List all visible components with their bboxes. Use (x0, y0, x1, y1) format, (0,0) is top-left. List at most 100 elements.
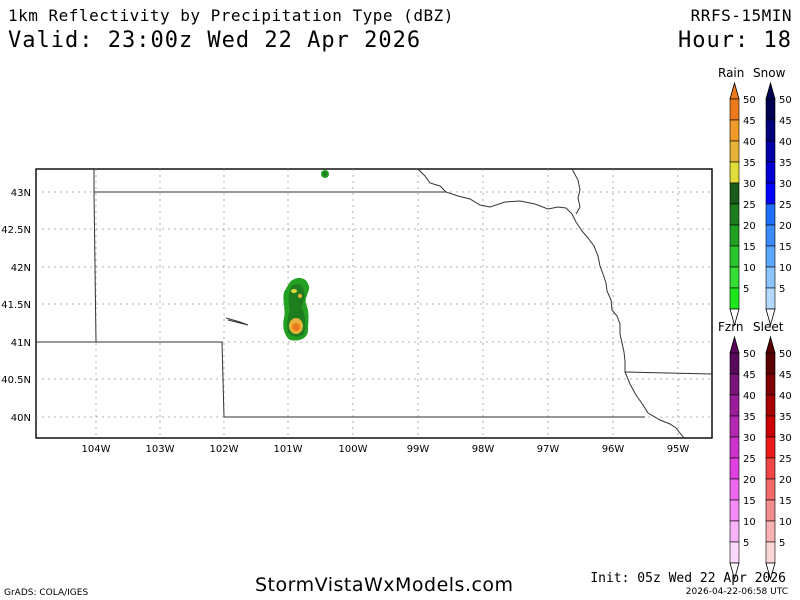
model-name: RRFS-15MIN (690, 6, 792, 25)
map-frame (35, 168, 713, 439)
rain-colorbar-swatch (729, 161, 740, 184)
snow-colorbar-swatch (765, 287, 776, 310)
lon-label: 103W (146, 444, 175, 455)
snow-colorbar-swatch (765, 161, 776, 184)
snow-colorbar-value: 30 (779, 179, 792, 190)
snow-colorbar-value: 40 (779, 137, 792, 148)
sleet-colorbar-value: 45 (779, 370, 792, 381)
fzrn-colorbar-swatch (729, 541, 740, 564)
forecast-hour: Hour: 18 (678, 28, 792, 53)
rain-colorbar-value: 50 (743, 95, 756, 106)
sleet-colorbar-value: 40 (779, 391, 792, 402)
lat-labels: 43N 42.5N 42N 41.5N 41N 40.5N 40N (1, 188, 31, 424)
rain-colorbar-bottom-arrow (729, 308, 740, 327)
snow-colorbar-value: 10 (779, 263, 792, 274)
precip-cells (283, 170, 329, 341)
lon-label: 96W (602, 444, 625, 455)
lat-label: 42.5N (1, 225, 31, 236)
lon-label: 97W (537, 444, 560, 455)
sleet-colorbar-value: 50 (779, 349, 792, 360)
sleet-legend-label: Sleet (753, 320, 784, 334)
sleet-colorbar-swatch (765, 457, 776, 480)
sleet-colorbar-swatch (765, 415, 776, 438)
fzrn-colorbar-swatch (729, 394, 740, 417)
fzrn-colorbar-swatch (729, 499, 740, 522)
rain-colorbar-value: 35 (743, 158, 756, 169)
lat-label: 40.5N (1, 375, 31, 386)
snow-colorbar-value: 15 (779, 242, 792, 253)
fzrn-colorbar-swatch (729, 373, 740, 396)
lat-label: 41N (11, 338, 31, 349)
rain-colorbar-value: 25 (743, 200, 756, 211)
sleet-colorbar: 50 45 40 35 30 25 20 15 10 5 (765, 335, 792, 581)
lon-label: 98W (472, 444, 495, 455)
fzrn-colorbar-swatch (729, 457, 740, 480)
sleet-colorbar-swatch (765, 352, 776, 375)
snow-legend-label: Snow (753, 66, 786, 80)
rain-colorbar-value: 40 (743, 137, 756, 148)
sleet-colorbar-value: 20 (779, 475, 792, 486)
snow-colorbar-value: 35 (779, 158, 792, 169)
snow-colorbar-swatch (765, 98, 776, 121)
valid-time: Valid: 23:00z Wed 22 Apr 2026 (8, 28, 422, 53)
rain-colorbar-value: 5 (743, 284, 749, 295)
rain-colorbar-swatch (729, 119, 740, 142)
sleet-colorbar-value: 35 (779, 412, 792, 423)
grads-credit: GrADS: COLA/IGES (4, 588, 89, 598)
snow-colorbar-swatch (765, 245, 776, 268)
lon-label: 100W (339, 444, 368, 455)
generated-timestamp: 2026-04-22-06:58 UTC (685, 587, 788, 597)
fzrn-colorbar-value: 25 (743, 454, 756, 465)
rain-colorbar-swatch (729, 245, 740, 268)
sleet-colorbar-value: 30 (779, 433, 792, 444)
snow-colorbar-swatch (765, 224, 776, 247)
rain-colorbar-value: 10 (743, 263, 756, 274)
lon-label: 102W (210, 444, 239, 455)
snow-colorbar-swatch (765, 203, 776, 226)
lat-label: 41.5N (1, 300, 31, 311)
snow-colorbar-swatch (765, 140, 776, 163)
lat-label: 40N (11, 413, 31, 424)
state-borders (36, 169, 713, 418)
snow-colorbar-swatch (765, 182, 776, 205)
snow-colorbar-top-arrow (765, 81, 776, 100)
snow-colorbar-value: 50 (779, 95, 792, 106)
rain-legend-label: Rain (718, 66, 744, 80)
sleet-colorbar-bottom-arrow (765, 562, 776, 581)
init-time: Init: 05z Wed 22 Apr 2026 (590, 571, 786, 586)
sleet-colorbar-value: 10 (779, 517, 792, 528)
snow-colorbar-swatch (765, 119, 776, 142)
rain-colorbar-top-arrow (729, 81, 740, 100)
lon-label: 99W (407, 444, 430, 455)
fzrn-colorbar-swatch (729, 478, 740, 501)
snow-colorbar-bottom-arrow (765, 308, 776, 327)
snow-colorbar-swatch (765, 266, 776, 289)
fzrn-colorbar-swatch (729, 415, 740, 438)
rain-colorbar-value: 15 (743, 242, 756, 253)
fzrn-colorbar-swatch (729, 436, 740, 459)
sleet-colorbar-value: 25 (779, 454, 792, 465)
lon-label: 95W (667, 444, 690, 455)
site-watermark: StormVistaWxModels.com (255, 574, 514, 596)
rain-colorbar-value: 20 (743, 221, 756, 232)
rain-colorbar: 50 45 40 35 30 25 20 15 10 5 (729, 81, 756, 327)
sleet-colorbar-top-arrow (765, 335, 776, 354)
fzrn-colorbar-value: 40 (743, 391, 756, 402)
fzrn-colorbar-swatch (729, 520, 740, 543)
fzrn-colorbar-value: 10 (743, 517, 756, 528)
snow-colorbar-value: 5 (779, 284, 785, 295)
rain-colorbar-swatch (729, 266, 740, 289)
lon-label: 104W (82, 444, 111, 455)
lat-label: 42N (11, 263, 31, 274)
sleet-colorbar-swatch (765, 478, 776, 501)
fzrn-legend-label: Fzrn (718, 320, 744, 334)
fzrn-colorbar: 50 45 40 35 30 25 20 15 10 5 (729, 335, 756, 581)
snow-colorbar-value: 25 (779, 200, 792, 211)
sleet-colorbar-swatch (765, 394, 776, 417)
rain-colorbar-swatch (729, 98, 740, 121)
rain-colorbar-value: 30 (743, 179, 756, 190)
sleet-colorbar-value: 15 (779, 496, 792, 507)
fzrn-colorbar-value: 35 (743, 412, 756, 423)
sleet-colorbar-swatch (765, 373, 776, 396)
